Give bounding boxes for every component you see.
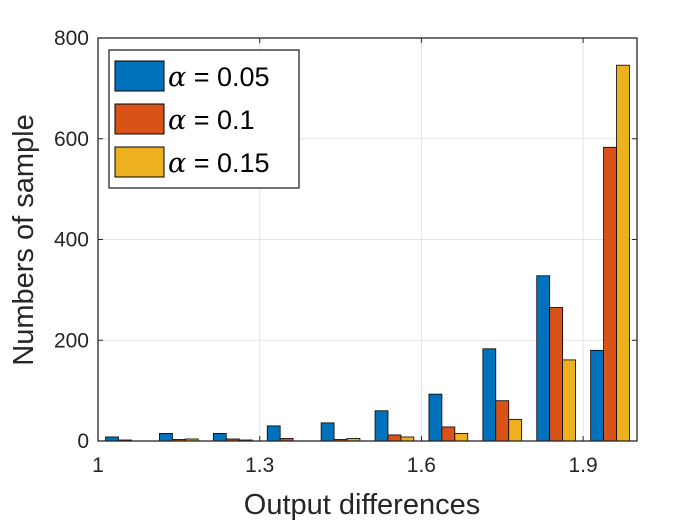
- y-tick-label: 0: [77, 430, 89, 453]
- bar-series-0-bin-9: [590, 349, 604, 442]
- bar-series-2-bin-7: [508, 418, 523, 442]
- legend-swatch-alpha-0.1: [114, 103, 165, 135]
- y-tick-label: 800: [54, 27, 89, 50]
- legend: α = 0.05 α = 0.1 α = 0.15: [108, 49, 300, 189]
- x-axis-label: Output differences: [244, 489, 480, 521]
- legend-swatch-alpha-0.05: [114, 60, 165, 92]
- legend-alpha-symbol: α: [168, 105, 186, 136]
- x-tick-label: 1: [92, 454, 104, 477]
- x-tick-label: 1.6: [407, 454, 436, 477]
- bar-series-1-bin-5: [387, 434, 402, 442]
- bar-series-2-bin-6: [454, 433, 469, 442]
- bar-series-1-bin-8: [549, 307, 564, 442]
- bar-series-1-bin-6: [441, 426, 456, 442]
- bar-series-0-bin-3: [266, 425, 281, 442]
- bar-series-2-bin-8: [562, 359, 576, 442]
- y-axis-label: Numbers of sample: [8, 114, 40, 365]
- legend-value: = 0.1: [186, 105, 254, 135]
- bar-series-1-bin-9: [603, 146, 617, 442]
- bar-series-2-bin-9: [616, 64, 630, 442]
- bar-series-0-bin-2: [212, 433, 227, 442]
- legend-value: = 0.05: [186, 62, 269, 92]
- legend-label-alpha-0.15: α = 0.15: [168, 148, 270, 179]
- legend-label-alpha-0.05: α = 0.05: [168, 62, 270, 93]
- x-tick-label: 1.9: [568, 454, 597, 477]
- bar-series-0-bin-4: [320, 422, 335, 442]
- legend-entry-alpha-0.1: α = 0.1: [114, 103, 255, 136]
- bar-series-0-bin-5: [374, 410, 389, 442]
- axis-ticks: 1 1.3 1.6 1.9 0 200 400 600 800: [54, 27, 637, 477]
- bar-series-0-bin-8: [536, 275, 551, 442]
- y-tick-label: 600: [54, 128, 89, 151]
- y-tick-label: 200: [54, 329, 89, 352]
- bar-series-1-bin-7: [495, 400, 510, 442]
- bar-series-0-bin-6: [428, 393, 443, 442]
- bar-series-0-bin-1: [159, 433, 173, 442]
- y-tick-label: 400: [54, 229, 89, 252]
- x-tick-label: 1.3: [245, 454, 274, 477]
- legend-value: = 0.15: [186, 148, 269, 178]
- legend-swatch-alpha-0.15: [114, 146, 165, 178]
- bar-series-0-bin-7: [482, 348, 497, 442]
- legend-alpha-symbol: α: [168, 62, 186, 93]
- legend-alpha-symbol: α: [168, 148, 186, 179]
- legend-entry-alpha-0.15: α = 0.15: [114, 146, 270, 179]
- legend-entry-alpha-0.05: α = 0.05: [114, 60, 270, 93]
- legend-label-alpha-0.1: α = 0.1: [168, 105, 255, 136]
